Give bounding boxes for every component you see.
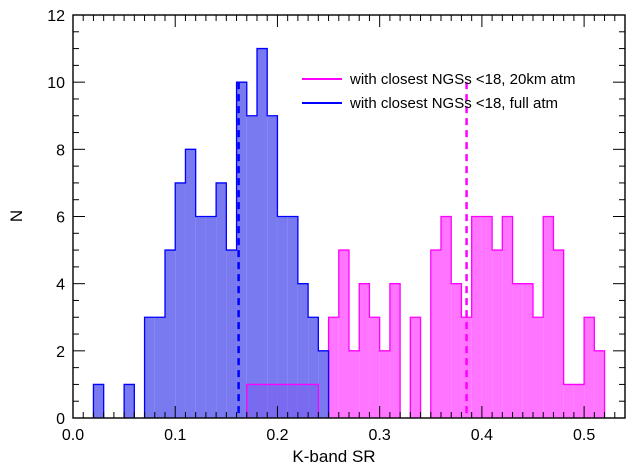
y-axis-label: N <box>7 210 26 222</box>
y-tick-label: 12 <box>47 8 65 25</box>
x-axis-label: K-band SR <box>292 447 375 466</box>
series-0-bar-49 <box>594 350 605 418</box>
series-1-bar-20 <box>297 283 309 418</box>
y-tick-label: 8 <box>56 142 65 159</box>
legend: with closest NGSs <18, 20km atm with clos… <box>302 71 576 112</box>
y-tick-label: 2 <box>56 344 65 361</box>
series-1-bar-22 <box>318 350 329 418</box>
series-0-bar-23 <box>328 317 339 418</box>
series-0-bar-47 <box>573 384 585 418</box>
series-1-bar-18 <box>277 216 288 418</box>
series-1-bar-3 <box>124 384 135 418</box>
x-tick-label: 0.1 <box>164 427 186 444</box>
series-0-bar-25 <box>349 350 360 418</box>
series-0-bar-35 <box>451 283 462 418</box>
series-1-bar-9 <box>185 149 196 418</box>
x-tick-label: 0.3 <box>369 427 391 444</box>
series-0-bar-41 <box>512 283 523 418</box>
series-1-bar-16 <box>257 48 268 418</box>
legend-label-1: with closest NGSs <18, full atm <box>349 95 558 112</box>
series-0-bar-38 <box>481 216 493 418</box>
series-0-bar-42 <box>522 283 533 418</box>
x-tick-label: 0.4 <box>471 427 493 444</box>
series-0-bar-36 <box>461 317 472 418</box>
legend-label-0: with closest NGSs <18, 20km atm <box>349 71 576 88</box>
series-1-bar-21 <box>308 317 319 418</box>
series-1-bar-19 <box>287 216 298 418</box>
series-1-bar-13 <box>226 250 237 418</box>
x-tick-label: 0.2 <box>266 427 288 444</box>
series-0-bar-37 <box>471 216 482 418</box>
series-1-bar-6 <box>154 317 165 418</box>
y-tick-label: 6 <box>56 210 65 227</box>
series-0-bar-44 <box>543 216 554 418</box>
series-0-bar-27 <box>369 317 380 418</box>
series-0-bar-39 <box>492 250 503 418</box>
series-1-bar-8 <box>175 182 186 418</box>
series-1-bar-0 <box>93 384 104 418</box>
series-0-bar-40 <box>502 216 513 418</box>
series-0-bars <box>246 216 605 418</box>
y-tick-label: 4 <box>56 277 65 294</box>
series-1-bar-5 <box>144 317 155 418</box>
series-0-bar-46 <box>563 384 574 418</box>
y-tick-label: 10 <box>47 75 65 92</box>
series-1-bar-17 <box>267 115 278 418</box>
series-0-bar-34 <box>441 216 452 418</box>
series-1-bars <box>93 48 329 419</box>
x-tick-label: 0.0 <box>62 427 84 444</box>
y-tick-label: 0 <box>56 411 65 428</box>
series-0-bar-33 <box>430 250 441 418</box>
series-1-outline <box>92 47 330 418</box>
series-0-bar-26 <box>359 283 370 418</box>
median-lines-layer <box>237 82 468 418</box>
series-0-bar-29 <box>389 283 401 418</box>
series-0-bar-31 <box>410 317 421 418</box>
series-1-bar-7 <box>165 250 176 418</box>
series-1-bar-12 <box>216 182 227 418</box>
x-tick-label: 0.5 <box>573 427 595 444</box>
series-0-bar-28 <box>379 350 390 418</box>
series-1-bar-15 <box>246 115 257 418</box>
series-1-bar-11 <box>205 216 217 418</box>
series-0-outline <box>246 215 606 418</box>
series-1-bar-10 <box>195 216 206 418</box>
series-0-bar-45 <box>553 250 564 418</box>
series-0-bar-43 <box>533 317 544 418</box>
series-1-bar-14 <box>236 82 247 419</box>
bars-layer <box>92 47 606 419</box>
axes-layer: 0.0 0.1 0.2 0.3 0.4 0.5 0 2 4 6 8 10 12 <box>47 8 626 444</box>
series-0-bar-24 <box>338 250 349 418</box>
series-0-bar-48 <box>584 317 595 418</box>
